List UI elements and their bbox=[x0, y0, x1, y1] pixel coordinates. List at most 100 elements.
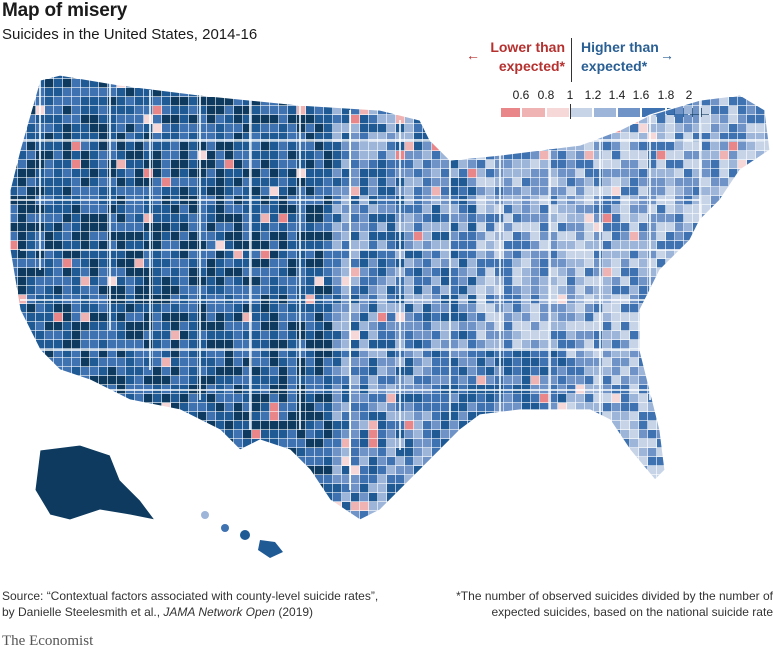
county-cell bbox=[540, 430, 549, 439]
county-cell bbox=[270, 448, 279, 457]
county-cell bbox=[63, 286, 72, 295]
county-cell bbox=[558, 124, 567, 133]
county-cell bbox=[144, 250, 153, 259]
county-cell bbox=[27, 79, 36, 88]
county-cell bbox=[477, 457, 486, 466]
county-cell bbox=[567, 511, 576, 520]
county-cell bbox=[315, 142, 324, 151]
county-cell bbox=[81, 322, 90, 331]
county-cell bbox=[333, 259, 342, 268]
county-cell bbox=[540, 394, 549, 403]
county-cell bbox=[360, 502, 369, 511]
county-cell bbox=[153, 412, 162, 421]
county-cell bbox=[756, 277, 765, 286]
county-cell bbox=[729, 223, 738, 232]
county-cell bbox=[477, 313, 486, 322]
county-cell bbox=[108, 75, 117, 79]
county-cell bbox=[459, 313, 468, 322]
county-cell bbox=[639, 511, 648, 520]
county-cell bbox=[540, 520, 548, 528]
county-cell bbox=[180, 502, 189, 511]
county-cell bbox=[423, 178, 432, 187]
county-cell bbox=[153, 529, 161, 537]
county-cell bbox=[189, 448, 198, 457]
county-cell bbox=[0, 466, 8, 474]
county-cell bbox=[396, 88, 405, 97]
county-cell bbox=[729, 295, 738, 304]
county-cell bbox=[594, 439, 603, 448]
county-cell bbox=[603, 358, 612, 367]
county-cell bbox=[333, 466, 342, 475]
county-cell bbox=[207, 331, 216, 340]
county-cell bbox=[423, 286, 432, 295]
county-cell bbox=[99, 394, 108, 403]
county-cell bbox=[621, 133, 630, 142]
county-cell bbox=[333, 286, 342, 295]
county-cell bbox=[405, 394, 414, 403]
county-cell bbox=[261, 75, 270, 79]
county-cell bbox=[54, 75, 63, 79]
county-cell bbox=[450, 412, 459, 421]
county-cell bbox=[486, 475, 495, 484]
county-cell bbox=[10, 241, 18, 250]
county-cell bbox=[126, 75, 135, 79]
county-cell bbox=[450, 529, 458, 537]
county-cell bbox=[693, 484, 702, 493]
county-cell bbox=[666, 106, 675, 115]
county-cell bbox=[414, 529, 422, 537]
county-cell bbox=[261, 529, 269, 537]
footnote: *The number of observed suicides divided… bbox=[455, 588, 773, 620]
county-cell bbox=[621, 241, 630, 250]
county-cell bbox=[54, 97, 63, 106]
county-cell bbox=[387, 187, 396, 196]
county-cell bbox=[279, 439, 288, 448]
county-cell bbox=[567, 88, 576, 97]
county-cell bbox=[756, 97, 765, 106]
county-cell bbox=[45, 205, 54, 214]
county-cell bbox=[333, 376, 342, 385]
county-cell bbox=[432, 331, 441, 340]
county-cell bbox=[10, 250, 18, 259]
county-cell bbox=[495, 439, 504, 448]
county-cell bbox=[126, 367, 135, 376]
county-cell bbox=[477, 97, 486, 106]
county-cell bbox=[360, 313, 369, 322]
county-cell bbox=[270, 403, 279, 412]
county-cell bbox=[9, 529, 17, 537]
county-cell bbox=[432, 475, 441, 484]
county-cell bbox=[720, 133, 729, 142]
county-cell bbox=[387, 133, 396, 142]
county-cell bbox=[333, 439, 342, 448]
county-cell bbox=[585, 214, 594, 223]
county-cell bbox=[549, 133, 558, 142]
county-cell bbox=[612, 502, 621, 511]
county-cell bbox=[270, 151, 279, 160]
county-cell bbox=[531, 403, 540, 412]
county-cell bbox=[477, 520, 485, 528]
county-cell bbox=[36, 511, 45, 520]
county-cell bbox=[324, 412, 333, 421]
county-cell bbox=[351, 259, 360, 268]
county-cell bbox=[270, 133, 279, 142]
county-cell bbox=[441, 376, 450, 385]
county-cell bbox=[504, 313, 513, 322]
county-cell bbox=[603, 475, 612, 484]
county-cell bbox=[333, 484, 342, 493]
county-cell bbox=[594, 124, 603, 133]
county-cell bbox=[63, 322, 72, 331]
county-cell bbox=[558, 277, 567, 286]
county-cell bbox=[423, 79, 432, 88]
county-cell bbox=[45, 214, 54, 223]
county-cell bbox=[252, 133, 261, 142]
county-cell bbox=[486, 115, 495, 124]
county-cell bbox=[162, 529, 170, 537]
county-cell bbox=[243, 313, 252, 322]
county-cell bbox=[531, 124, 540, 133]
county-cell bbox=[441, 313, 450, 322]
county-cell bbox=[756, 304, 765, 313]
county-cell bbox=[405, 115, 414, 124]
county-cell bbox=[0, 313, 8, 321]
county-cell bbox=[261, 304, 270, 313]
county-cell bbox=[522, 115, 531, 124]
county-cell bbox=[486, 376, 495, 385]
